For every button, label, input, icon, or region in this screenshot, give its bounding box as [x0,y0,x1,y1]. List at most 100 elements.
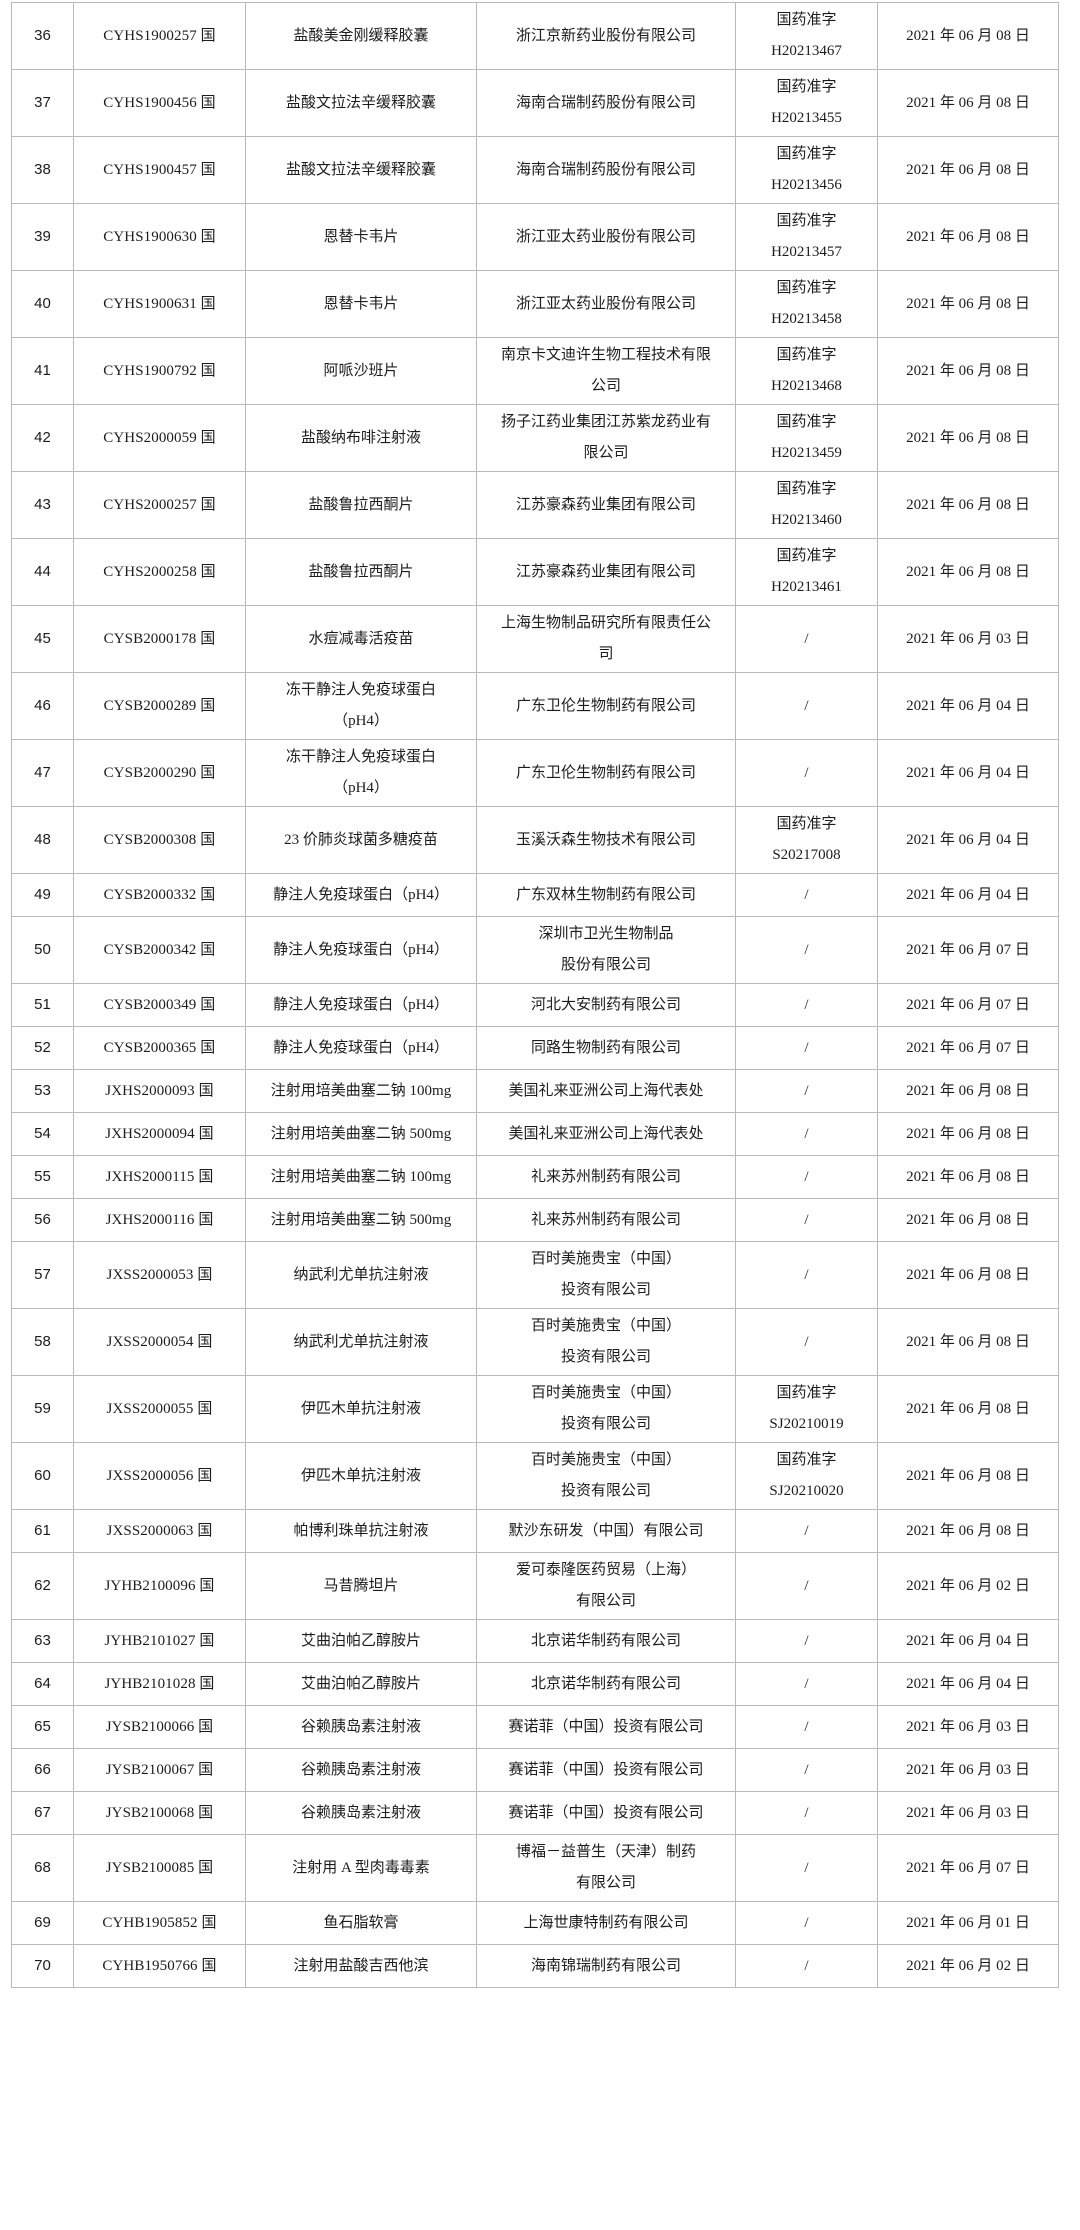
table-row: 70 CYHB1950766 国注射用盐酸吉西他滨 海南锦瑞制药有限公司/2021 … [11,1944,1059,1988]
table-row: 65 JYSB2100066 国谷赖胰岛素注射液 赛诺菲（中国）投资有限公司/202… [11,1705,1059,1749]
cell-company-name: 美国礼来亚洲公司上海代表处 [476,1069,736,1113]
cell-drug-name: 伊匹木单抗注射液 [245,1375,477,1443]
cell-approval-date: 2021 年 06 月 08 日 [877,1241,1059,1309]
cell-approval-number: 国药准字 H20213457 [735,203,878,271]
cell-approval-date: 2021 年 06 月 08 日 [877,1308,1059,1376]
cell-company-name: 百时美施贵宝（中国） 投资有限公司 [476,1241,736,1309]
table-row: 61 JXSS2000063 国帕博利珠单抗注射液 默沙东研发（中国）有限公司/20… [11,1509,1059,1553]
cell-acceptance-number: CYHS1900792 国 [73,337,246,405]
cell-drug-name: 盐酸文拉法辛缓释胶囊 [245,136,477,204]
cell-acceptance-number: JYHB2101028 国 [73,1662,246,1706]
table-row: 42 CYHS2000059 国盐酸纳布啡注射液 扬子江药业集团江苏紫龙药业有 限公司… [11,404,1059,472]
cell-drug-name: 冻干静注人免疫球蛋白 （pH4） [245,672,477,740]
cell-acceptance-number: CYHS2000059 国 [73,404,246,472]
cell-company-name: 海南锦瑞制药有限公司 [476,1944,736,1988]
cell-drug-name: 恩替卡韦片 [245,203,477,271]
cell-acceptance-number: JXHS2000115 国 [73,1155,246,1199]
cell-company-name: 深圳市卫光生物制品 股份有限公司 [476,916,736,984]
cell-approval-date: 2021 年 06 月 08 日 [877,1442,1059,1510]
cell-index: 36 [11,2,74,70]
table-row: 58 JXSS2000054 国纳武利尤单抗注射液 百时美施贵宝（中国） 投资有限公司… [11,1308,1059,1376]
cell-drug-name: 盐酸鲁拉西酮片 [245,538,477,606]
cell-index: 59 [11,1375,74,1443]
cell-acceptance-number: JXHS2000116 国 [73,1198,246,1242]
cell-index: 40 [11,270,74,338]
cell-company-name: 海南合瑞制药股份有限公司 [476,136,736,204]
table-row: 49 CYSB2000332 国静注人免疫球蛋白（pH4） 广东双林生物制药有限公司… [11,873,1059,917]
cell-drug-name: 注射用盐酸吉西他滨 [245,1944,477,1988]
cell-index: 61 [11,1509,74,1553]
cell-approval-date: 2021 年 06 月 04 日 [877,1619,1059,1663]
cell-approval-date: 2021 年 06 月 04 日 [877,806,1059,874]
table-row: 64 JYHB2101028 国艾曲泊帕乙醇胺片 北京诺华制药有限公司/2021 年… [11,1662,1059,1706]
cell-approval-number: / [735,1944,878,1988]
cell-index: 44 [11,538,74,606]
cell-company-name: 南京卡文迪许生物工程技术有限 公司 [476,337,736,405]
cell-company-name: 默沙东研发（中国）有限公司 [476,1509,736,1553]
cell-approval-date: 2021 年 06 月 04 日 [877,672,1059,740]
table-row: 69 CYHB1905852 国鱼石脂软膏 上海世康特制药有限公司/2021 年 0… [11,1901,1059,1945]
cell-index: 67 [11,1791,74,1835]
cell-drug-name: 艾曲泊帕乙醇胺片 [245,1619,477,1663]
cell-approval-date: 2021 年 06 月 08 日 [877,471,1059,539]
cell-approval-number: 国药准字 H20213460 [735,471,878,539]
cell-acceptance-number: JYSB2100085 国 [73,1834,246,1902]
cell-approval-number: / [735,739,878,807]
cell-drug-name: 静注人免疫球蛋白（pH4） [245,916,477,984]
cell-drug-name: 静注人免疫球蛋白（pH4） [245,1026,477,1070]
cell-approval-date: 2021 年 06 月 03 日 [877,1791,1059,1835]
cell-index: 43 [11,471,74,539]
cell-approval-number: 国药准字 H20213456 [735,136,878,204]
cell-drug-name: 注射用培美曲塞二钠 100mg [245,1069,477,1113]
cell-approval-number: 国药准字 H20213455 [735,69,878,137]
cell-index: 51 [11,983,74,1027]
table-row: 38 CYHS1900457 国盐酸文拉法辛缓释胶囊 海南合瑞制药股份有限公司 国药准… [11,136,1059,204]
cell-approval-number: / [735,672,878,740]
cell-index: 58 [11,1308,74,1376]
cell-approval-number: 国药准字 H20213467 [735,2,878,70]
cell-approval-date: 2021 年 06 月 03 日 [877,1705,1059,1749]
cell-approval-number: 国药准字 H20213459 [735,404,878,472]
cell-drug-name: 马昔腾坦片 [245,1552,477,1620]
cell-approval-number: / [735,1901,878,1945]
cell-company-name: 博福－益普生（天津）制药 有限公司 [476,1834,736,1902]
cell-company-name: 北京诺华制药有限公司 [476,1619,736,1663]
cell-index: 65 [11,1705,74,1749]
cell-company-name: 赛诺菲（中国）投资有限公司 [476,1705,736,1749]
cell-index: 42 [11,404,74,472]
table-row: 48 CYSB2000308 国 23 价肺炎球菌多糖疫苗 玉溪沃森生物技术有限公司国… [11,806,1059,874]
cell-drug-name: 伊匹木单抗注射液 [245,1442,477,1510]
table-row: 62 JYHB2100096 国马昔腾坦片 爱可泰隆医药贸易（上海） 有限公司/202… [11,1552,1059,1620]
cell-approval-number: 国药准字 H20213468 [735,337,878,405]
cell-company-name: 浙江亚太药业股份有限公司 [476,270,736,338]
cell-acceptance-number: JYHB2101027 国 [73,1619,246,1663]
cell-index: 56 [11,1198,74,1242]
cell-acceptance-number: CYHB1905852 国 [73,1901,246,1945]
cell-approval-number: 国药准字 S20217008 [735,806,878,874]
cell-approval-date: 2021 年 06 月 02 日 [877,1552,1059,1620]
cell-approval-date: 2021 年 06 月 07 日 [877,916,1059,984]
table-row: 56 JXHS2000116 国注射用培美曲塞二钠 500mg 礼来苏州制药有限公司… [11,1198,1059,1242]
cell-index: 46 [11,672,74,740]
cell-acceptance-number: CYSB2000342 国 [73,916,246,984]
cell-company-name: 上海世康特制药有限公司 [476,1901,736,1945]
cell-acceptance-number: CYHS1900630 国 [73,203,246,271]
cell-approval-number: 国药准字 SJ20210020 [735,1442,878,1510]
cell-approval-date: 2021 年 06 月 08 日 [877,203,1059,271]
cell-approval-date: 2021 年 06 月 08 日 [877,1198,1059,1242]
cell-approval-date: 2021 年 06 月 03 日 [877,1748,1059,1792]
table-row: 59 JXSS2000055 国伊匹木单抗注射液 百时美施贵宝（中国） 投资有限公司国… [11,1375,1059,1443]
cell-acceptance-number: CYSB2000332 国 [73,873,246,917]
cell-acceptance-number: CYHS1900457 国 [73,136,246,204]
cell-drug-name: 谷赖胰岛素注射液 [245,1791,477,1835]
cell-approval-number: / [735,1198,878,1242]
cell-drug-name: 注射用 A 型肉毒毒素 [245,1834,477,1902]
table-row: 55 JXHS2000115 国注射用培美曲塞二钠 100mg 礼来苏州制药有限公司… [11,1155,1059,1199]
cell-approval-date: 2021 年 06 月 08 日 [877,538,1059,606]
cell-drug-name: 盐酸鲁拉西酮片 [245,471,477,539]
cell-approval-number: / [735,1662,878,1706]
cell-approval-number: / [735,1112,878,1156]
cell-drug-name: 谷赖胰岛素注射液 [245,1705,477,1749]
cell-acceptance-number: CYSB2000349 国 [73,983,246,1027]
